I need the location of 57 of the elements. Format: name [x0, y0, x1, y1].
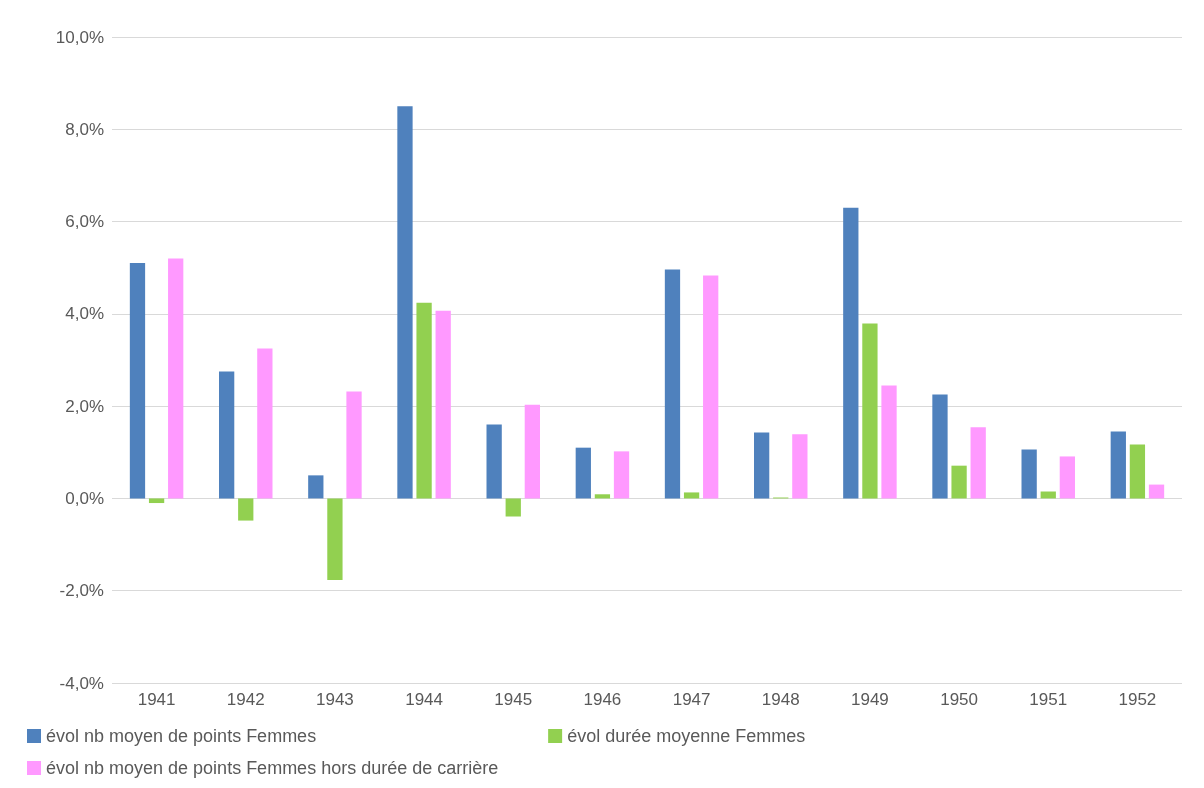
legend-label: évol durée moyenne Femmes: [567, 726, 806, 746]
bar: [664, 269, 681, 499]
bar: [683, 492, 700, 499]
y-tick-label: -2,0%: [59, 581, 104, 601]
bar: [843, 207, 859, 499]
bar: [1129, 444, 1146, 499]
x-tick-label: 1948: [761, 690, 800, 709]
x-tick-label: 1941: [137, 690, 176, 709]
y-tick-label: 8,0%: [65, 119, 104, 139]
bar: [613, 451, 630, 499]
bar: [970, 427, 986, 499]
bar: [416, 302, 432, 499]
bar: [1110, 431, 1126, 499]
x-tick-label: 1945: [494, 690, 533, 709]
bar: [219, 371, 235, 499]
x-tick-label: 1950: [940, 690, 978, 709]
x-tick-label: 1942: [226, 690, 265, 709]
y-tick-label: 10,0%: [55, 27, 104, 47]
bar: [703, 275, 719, 499]
bar: [397, 106, 413, 499]
y-tick-label: 0,0%: [65, 488, 104, 508]
bar: [754, 432, 770, 499]
x-tick-label: 1944: [405, 690, 443, 709]
bar: [505, 498, 521, 517]
x-tick-label: 1946: [583, 690, 622, 709]
x-tick-label: 1952: [1118, 690, 1157, 709]
bar: [327, 498, 343, 581]
bar: [932, 394, 948, 499]
y-tick-label: 6,0%: [65, 212, 104, 232]
x-tick-label: 1949: [851, 690, 889, 709]
y-tick-label: 4,0%: [65, 304, 104, 324]
x-tick-label: 1947: [672, 690, 711, 709]
legend-label: évol nb moyen de points Femmes hors durée de carrière: [46, 758, 499, 778]
bar: [524, 404, 540, 499]
y-tick-label: 2,0%: [65, 396, 104, 416]
bar: [168, 258, 184, 499]
bar: [257, 348, 273, 499]
y-tick-label: -4,0%: [59, 673, 104, 693]
bar: [594, 494, 611, 499]
bar: [435, 310, 451, 499]
bar: [346, 391, 362, 499]
bar: [881, 385, 897, 499]
legend-label: évol nb moyen de points Femmes: [46, 726, 317, 746]
bar: [238, 498, 254, 521]
bar: [792, 434, 808, 499]
bar: [1148, 484, 1165, 499]
bar: [862, 323, 878, 499]
bar: [129, 263, 146, 499]
bar: [308, 475, 324, 499]
bar: [486, 424, 502, 499]
bar: [951, 465, 967, 499]
x-tick-label: 1951: [1029, 690, 1068, 709]
bar: [1059, 456, 1075, 499]
bar: [1021, 449, 1037, 499]
bar: [575, 447, 591, 499]
bar: [148, 498, 165, 504]
x-tick-label: 1943: [316, 690, 354, 709]
